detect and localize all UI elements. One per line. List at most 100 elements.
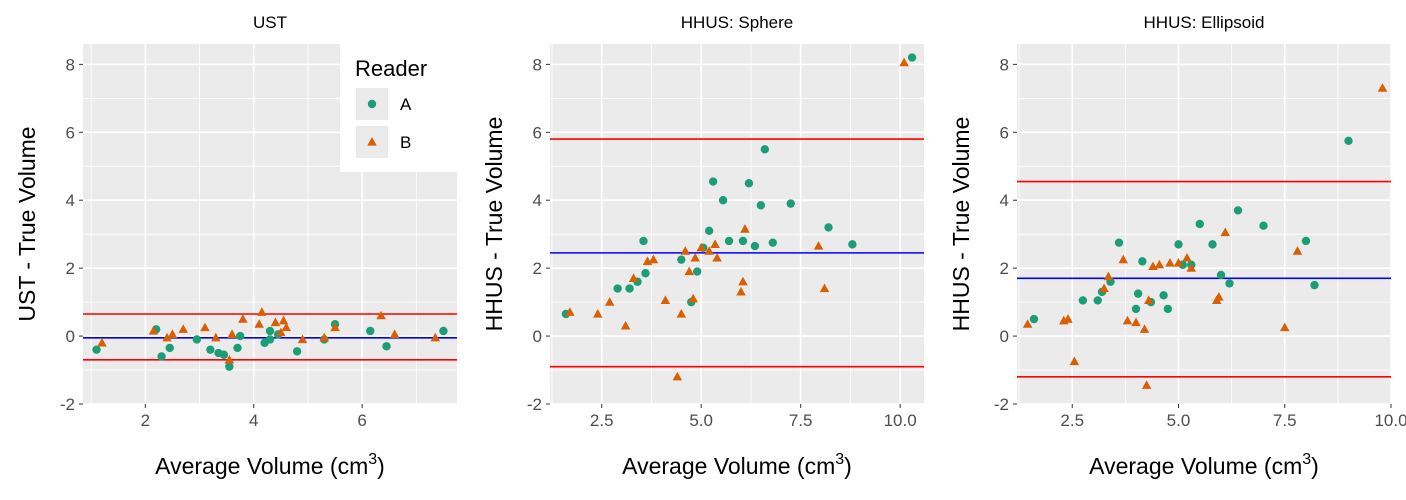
y-tick-label: 4 — [66, 191, 75, 210]
x-axis-label: Average Volume (cm3) — [155, 451, 385, 479]
y-tick-label: -2 — [527, 395, 542, 414]
point-reader-a — [165, 343, 174, 353]
y-tick-label: 0 — [533, 327, 542, 346]
point-reader-b — [1280, 322, 1290, 332]
point-reader-b — [1214, 292, 1224, 301]
point-reader-b — [899, 57, 909, 67]
point-reader-a — [738, 236, 748, 246]
panel-2: 2.5 5.0 7.5 10.0 -2 0 2 4 6 8 HHUS: Sphere Average … — [481, 13, 924, 479]
x-tick-label: 10.0 — [884, 411, 917, 430]
y-tick-label: 6 — [533, 123, 542, 142]
legend-key-b — [367, 137, 377, 146]
point-reader-b — [680, 246, 691, 255]
point-reader-b — [710, 239, 720, 248]
point-reader-b — [1118, 254, 1128, 264]
point-reader-b — [738, 276, 748, 286]
point-reader-a — [206, 345, 215, 354]
point-reader-b — [200, 322, 210, 332]
point-reader-a — [366, 326, 375, 336]
point-reader-a — [157, 352, 166, 361]
point-reader-b — [1139, 324, 1150, 333]
point-reader-a — [1208, 240, 1217, 249]
point-reader-a — [1225, 279, 1234, 288]
point-reader-a — [192, 335, 202, 344]
point-reader-b — [1154, 259, 1165, 269]
point-reader-b — [704, 246, 714, 255]
point-reader-a — [1174, 240, 1183, 249]
point-reader-b — [1144, 295, 1154, 305]
point-reader-a — [907, 53, 917, 62]
point-reader-b — [1182, 252, 1192, 262]
point-reader-b — [1103, 271, 1114, 281]
point-reader-b — [227, 329, 237, 338]
y-tick-label: 0 — [66, 327, 75, 346]
point-reader-a — [1216, 270, 1226, 280]
panel-title: HHUS: Sphere — [681, 13, 793, 32]
point-reader-b — [1131, 317, 1141, 327]
point-reader-a — [693, 267, 702, 276]
point-reader-b — [297, 334, 308, 344]
point-reader-b — [620, 320, 631, 330]
y-tick-label: 6 — [1000, 123, 1009, 142]
point-reader-b — [238, 314, 248, 323]
point-reader-b — [178, 324, 189, 333]
point-reader-b — [660, 295, 671, 305]
point-reader-b — [389, 329, 400, 338]
point-reader-a — [235, 331, 245, 341]
point-reader-b — [1099, 283, 1109, 293]
point-reader-b — [1122, 315, 1133, 325]
point-reader-a — [744, 179, 754, 188]
point-reader-a — [265, 335, 275, 344]
point-reader-a — [219, 350, 229, 359]
point-reader-a — [1133, 289, 1143, 298]
y-tick-label: 4 — [1000, 191, 1009, 210]
point-reader-a — [708, 177, 718, 186]
point-reader-a — [786, 199, 795, 208]
point-reader-a — [625, 284, 634, 293]
x-tick-label: 2.5 — [590, 411, 614, 430]
point-reader-b — [1069, 356, 1080, 366]
y-tick-label: 8 — [66, 55, 75, 74]
point-reader-a — [265, 326, 275, 336]
x-tick-label: 2.5 — [1060, 411, 1084, 430]
point-reader-a — [1301, 236, 1311, 246]
point-reader-a — [1159, 291, 1168, 300]
y-axis-label: HHUS - True Volume — [481, 117, 507, 332]
point-reader-b — [319, 332, 329, 342]
point-reader-a — [439, 326, 448, 336]
point-reader-a — [1163, 304, 1173, 314]
point-reader-a — [382, 342, 391, 351]
point-reader-b — [648, 254, 659, 264]
point-reader-b — [672, 371, 683, 381]
point-reader-b — [1186, 263, 1196, 272]
point-reader-a — [1078, 296, 1088, 305]
y-tick-label: 8 — [1000, 55, 1009, 74]
x-tick-label: 5.0 — [1167, 411, 1191, 430]
point-reader-b — [690, 252, 700, 262]
point-reader-a — [92, 345, 101, 354]
y-tick-label: 0 — [1000, 327, 1009, 346]
point-reader-b — [1292, 246, 1303, 255]
x-axis-label: Average Volume (cm3) — [622, 451, 852, 479]
point-reader-b — [97, 337, 107, 347]
point-reader-b — [278, 315, 289, 325]
point-reader-b — [254, 319, 264, 328]
point-reader-b — [712, 252, 722, 262]
x-tick-label: 5.0 — [689, 411, 713, 430]
point-reader-b — [376, 310, 386, 320]
point-reader-b — [224, 354, 235, 364]
y-tick-label: 4 — [533, 191, 542, 210]
point-reader-a — [768, 238, 778, 247]
point-reader-b — [696, 242, 706, 252]
y-tick-label: -2 — [60, 395, 75, 414]
point-reader-a — [718, 196, 728, 205]
point-reader-a — [1344, 136, 1353, 145]
point-reader-b — [688, 293, 698, 303]
point-reader-b — [162, 332, 172, 342]
point-reader-b — [1063, 314, 1073, 323]
point-reader-a — [756, 201, 766, 210]
point-reader-b — [430, 332, 441, 342]
point-reader-a — [225, 362, 234, 371]
point-reader-a — [704, 226, 714, 235]
